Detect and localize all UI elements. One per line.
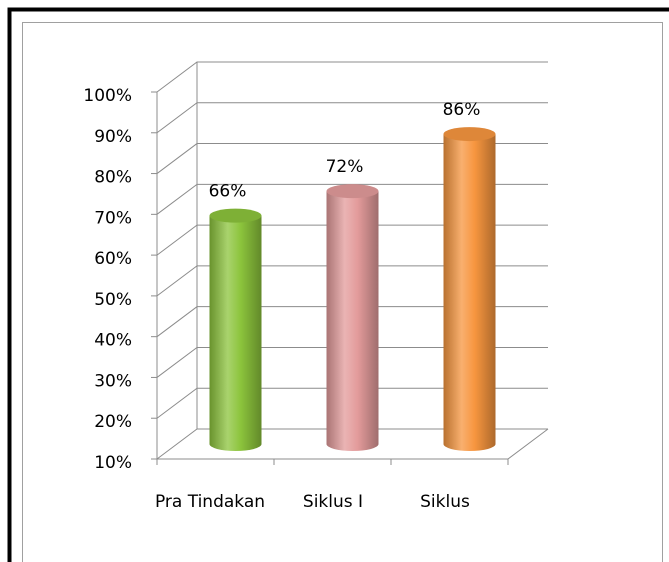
bar	[443, 127, 496, 452]
bar-top	[443, 127, 496, 142]
bar-body	[443, 134, 496, 452]
y-tick-label: 80%	[94, 168, 132, 188]
bar-body	[209, 215, 262, 451]
grid-line	[156, 265, 548, 297]
y-tick-label: 40%	[94, 331, 132, 351]
y-tick-label: 20%	[94, 412, 132, 432]
x-tick-label: Siklus I	[303, 492, 363, 512]
y-tick-label: 70%	[94, 208, 132, 228]
grid-line	[156, 224, 548, 256]
grid-line	[156, 306, 548, 338]
x-tick-label: Siklus	[420, 492, 470, 512]
y-tick-label: 60%	[94, 249, 132, 269]
data-label: 66%	[209, 182, 247, 202]
grid-line	[156, 143, 548, 174]
grid-line	[156, 61, 548, 93]
grid-line	[156, 183, 548, 215]
grid-line	[156, 387, 548, 419]
bar-body	[326, 191, 379, 451]
grid-line	[156, 428, 548, 460]
bar-top	[326, 184, 379, 199]
data-label: 86%	[443, 100, 481, 120]
y-tick-label: 30%	[94, 371, 132, 391]
y-tick-label: 50%	[94, 290, 132, 310]
data-label: 72%	[326, 157, 364, 177]
bar	[209, 208, 262, 451]
x-tick-label: Pra Tindakan	[155, 492, 265, 512]
grid-line	[156, 102, 548, 134]
grid-line	[156, 346, 548, 378]
y-tick-label: 100%	[83, 86, 132, 106]
bar-top	[209, 208, 262, 223]
bar	[326, 184, 379, 451]
y-tick-label: 10%	[94, 453, 132, 473]
y-tick-label: 90%	[94, 127, 132, 147]
